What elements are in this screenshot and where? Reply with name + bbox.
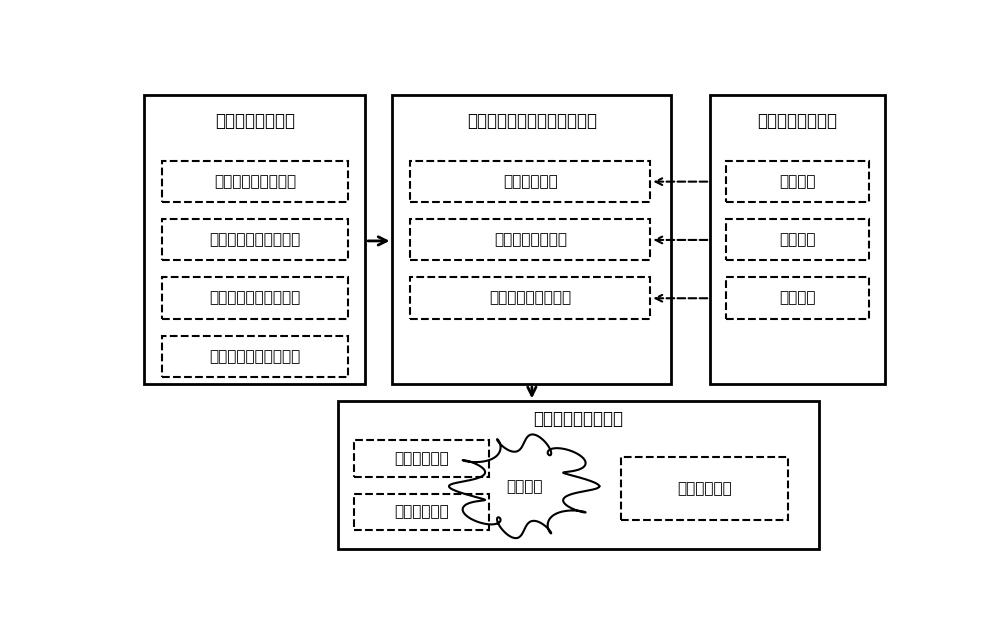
Text: 故障特征信息: 故障特征信息 bbox=[394, 504, 449, 519]
Bar bbox=[162, 219, 348, 261]
Text: 梳理飞行任务剖面内故障信息: 梳理飞行任务剖面内故障信息 bbox=[467, 112, 597, 130]
Text: 总线网络故障特征库: 总线网络故障特征库 bbox=[533, 410, 623, 428]
Bar bbox=[162, 278, 348, 319]
Bar bbox=[410, 161, 650, 202]
Text: 分系统内飞行任务剖面: 分系统内飞行任务剖面 bbox=[210, 290, 301, 305]
Text: 系统环境: 系统环境 bbox=[779, 290, 816, 305]
Bar bbox=[621, 457, 788, 521]
Bar bbox=[144, 95, 365, 384]
Text: 动态选择所监测消息: 动态选择所监测消息 bbox=[489, 290, 571, 305]
Bar bbox=[410, 219, 650, 261]
Text: 系统级飞行任务剖面: 系统级飞行任务剖面 bbox=[214, 174, 296, 189]
Text: 提取飞行任务剖面: 提取飞行任务剖面 bbox=[215, 112, 295, 130]
Text: 飞行任务剖面信息: 飞行任务剖面信息 bbox=[757, 112, 837, 130]
Bar bbox=[726, 161, 869, 202]
Text: 飞行任务剖面: 飞行任务剖面 bbox=[394, 451, 449, 466]
Bar bbox=[354, 493, 489, 530]
Text: 分系统级飞行任务剖面: 分系统级飞行任务剖面 bbox=[210, 232, 301, 247]
Bar bbox=[338, 401, 819, 550]
Text: 剔除设计认可故障: 剔除设计认可故障 bbox=[494, 232, 567, 247]
Bar bbox=[392, 95, 671, 384]
Text: 合并同类飞行任务剖面: 合并同类飞行任务剖面 bbox=[210, 349, 301, 364]
Bar bbox=[162, 336, 348, 377]
Text: 系统时序: 系统时序 bbox=[779, 174, 816, 189]
Bar bbox=[726, 219, 869, 261]
Text: 映射关系: 映射关系 bbox=[506, 479, 542, 494]
Bar bbox=[162, 161, 348, 202]
Text: 系统状态: 系统状态 bbox=[779, 232, 816, 247]
Bar bbox=[726, 278, 869, 319]
Text: 故障特征信息: 故障特征信息 bbox=[503, 174, 558, 189]
Bar bbox=[354, 440, 489, 476]
Bar bbox=[710, 95, 885, 384]
Bar bbox=[410, 278, 650, 319]
Text: 故障诊断结果: 故障诊断结果 bbox=[677, 481, 732, 496]
